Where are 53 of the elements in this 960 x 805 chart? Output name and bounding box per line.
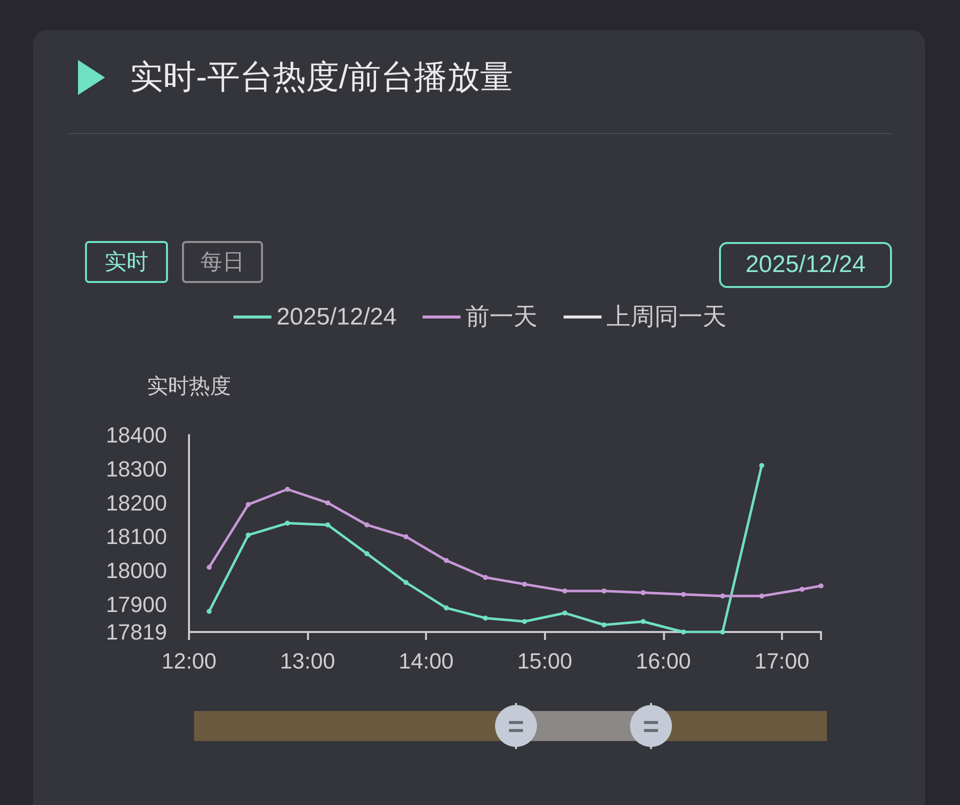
x-tick-label: 13:00: [280, 648, 336, 674]
point: [759, 463, 764, 468]
point: [640, 590, 646, 596]
point: [640, 618, 646, 624]
point: [206, 564, 212, 570]
point: [246, 502, 251, 508]
point: [522, 618, 528, 624]
legend-label: 前一天: [466, 304, 538, 330]
point: [602, 622, 607, 628]
x-tick-label: 15:00: [517, 648, 572, 674]
y-tick-label: 18400: [106, 422, 167, 448]
y-tick-label: 17900: [106, 592, 167, 618]
y-tick-label: 18100: [106, 524, 167, 550]
text: 每日: [182, 241, 263, 283]
y-tick-label: 17819: [106, 620, 167, 644]
point: [602, 588, 607, 594]
point: [284, 486, 290, 492]
point: [364, 551, 370, 556]
point: [364, 522, 370, 528]
legend-label: 上周同一天: [606, 304, 727, 330]
text: 实时: [85, 241, 168, 283]
x-tick-label: 14:00: [398, 648, 454, 674]
legend-label: 2025/12/24: [276, 304, 397, 330]
text: 2025/12/24: [719, 242, 892, 288]
point: [482, 574, 488, 580]
point: [522, 582, 528, 587]
point: [562, 588, 568, 594]
point: [325, 500, 330, 506]
y-tick-label: 18300: [106, 456, 167, 482]
x-tick-label: 17:00: [754, 648, 810, 674]
x-tick-label: 16:00: [636, 648, 691, 674]
x-tick-label: 12:00: [161, 648, 217, 674]
point: [759, 594, 764, 599]
point: [680, 592, 686, 597]
point: [562, 610, 568, 616]
chart-title: 实时-平台热度/前台播放量: [130, 57, 514, 97]
point: [444, 558, 449, 563]
point: [818, 583, 824, 588]
y-tick-label: 18200: [106, 490, 167, 516]
point: [403, 534, 408, 540]
point: [403, 580, 408, 585]
point: [800, 586, 805, 592]
point: [246, 532, 251, 538]
point: [482, 616, 488, 621]
point: [720, 594, 726, 599]
point: [680, 630, 686, 634]
y-axis-title: 实时热度: [147, 375, 231, 398]
point: [720, 630, 726, 634]
point: [284, 520, 290, 526]
point: [325, 522, 330, 528]
y-tick-label: 18000: [106, 558, 167, 584]
point: [444, 605, 449, 610]
point: [206, 608, 212, 614]
